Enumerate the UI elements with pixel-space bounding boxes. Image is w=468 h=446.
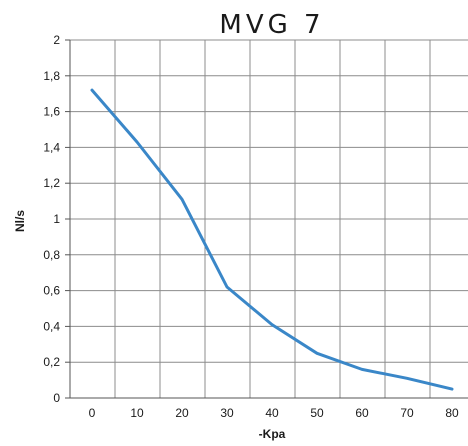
y-tick-label: 0,6 [43, 284, 60, 298]
y-tick-label: 1,4 [43, 140, 60, 154]
series-line [90, 88, 454, 391]
x-tick-label: 70 [400, 406, 414, 420]
x-tick-label: 60 [355, 406, 369, 420]
y-tick-label: 1,2 [43, 176, 60, 190]
axes [65, 39, 468, 399]
grid [70, 39, 468, 398]
x-tick-label: 80 [445, 406, 459, 420]
x-tick-label: 10 [130, 406, 144, 420]
y-tick-label: 1,6 [43, 105, 60, 119]
y-tick-labels: 0 0,2 0,4 0,6 0,8 1 1,2 1,4 1,6 1,8 2 [43, 33, 60, 405]
x-axis-label: -Kpa [259, 427, 286, 441]
x-tick-label: 0 [89, 406, 96, 420]
series [90, 88, 454, 391]
x-tick-label: 40 [265, 406, 279, 420]
x-tick-label: 20 [175, 406, 189, 420]
y-tick-label: 0,4 [43, 319, 60, 333]
y-tick-label: 2 [53, 33, 60, 47]
y-tick-label: 0,8 [43, 248, 60, 262]
y-tick-label: 0,2 [43, 355, 60, 369]
chart-title: MVG 7 [219, 10, 324, 40]
x-tick-labels: 0 10 20 30 40 50 60 70 80 [89, 406, 459, 420]
y-tick-label: 1 [53, 212, 60, 226]
x-tick-label: 50 [310, 406, 324, 420]
y-tick-label: 0 [53, 391, 60, 405]
x-tick-label: 30 [220, 406, 234, 420]
y-tick-label: 1,8 [43, 69, 60, 83]
y-axis-label: Nl/s [13, 210, 27, 232]
